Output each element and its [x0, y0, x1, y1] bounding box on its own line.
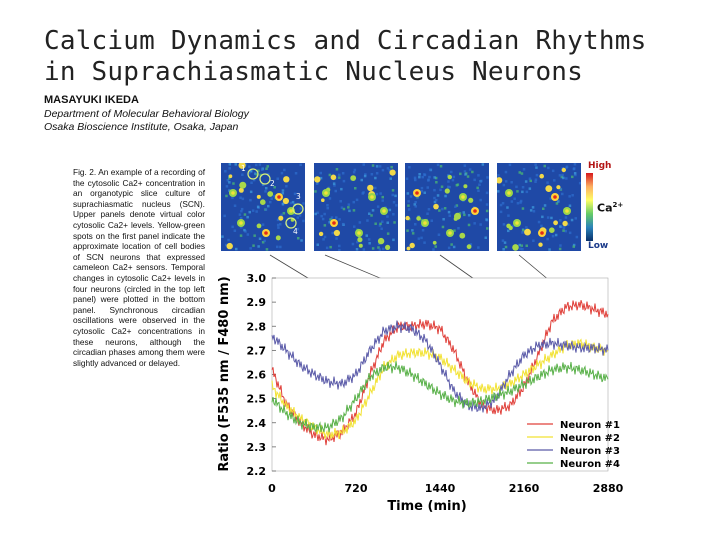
y-tick-label: 2.8 — [247, 320, 267, 333]
x-tick-label: 1440 — [425, 482, 456, 495]
legend-label-neuron-2: Neuron #2 — [560, 433, 620, 444]
x-axis-ticks: 0 720 1440 2160 2880 — [268, 482, 623, 495]
series-line-neuron-4 — [271, 361, 609, 433]
y-axis-label: Ratio (F535 nm / F480 nm) — [217, 276, 232, 471]
colorbar-high-label: High — [588, 161, 612, 171]
y-tick-label: 2.4 — [247, 417, 267, 430]
imaging-panel-4 — [497, 163, 581, 251]
affiliation-department: Department of Molecular Behavioral Biolo… — [44, 108, 249, 120]
imaging-panel-2 — [314, 163, 398, 251]
colorbar-ca-label: Ca2+ — [597, 201, 624, 215]
x-tick-label: 2880 — [593, 482, 624, 495]
title-line-1: Calcium Dynamics and Circadian Rhythms — [44, 26, 647, 56]
colorbar-low-label: Low — [588, 241, 609, 251]
imaging-panel-1: 1 2 3 4 — [221, 163, 305, 251]
y-tick-label: 3.0 — [247, 272, 267, 285]
neuron-marker-1: 1 — [241, 164, 246, 173]
legend-label-neuron-1: Neuron #1 — [560, 420, 620, 431]
legend: Neuron #1 Neuron #2 Neuron #3 Neuron #4 — [527, 420, 620, 470]
y-tick-label: 2.7 — [247, 344, 267, 357]
neuron-marker-3: 3 — [296, 192, 301, 201]
affiliation-institute: Osaka Bioscience Institute, Osaka, Japan — [44, 121, 239, 133]
neuron-circles — [247, 168, 304, 229]
x-axis-label: Time (min) — [387, 499, 466, 514]
colorbar — [586, 173, 593, 241]
y-tick-label: 2.9 — [247, 296, 267, 309]
y-tick-label: 2.3 — [247, 441, 267, 454]
y-axis-ticks: 2.2 2.3 2.4 2.5 2.6 2.7 2.8 2.9 3.0 — [247, 272, 276, 478]
x-tick-label: 720 — [345, 482, 368, 495]
legend-label-neuron-4: Neuron #4 — [560, 459, 620, 470]
neuron-marker-4: 4 — [293, 227, 298, 236]
neuron-marker-2: 2 — [270, 179, 275, 188]
figure-caption: Fig. 2. An example of a recording of the… — [73, 167, 205, 368]
title-line-2: in Suprachiasmatic Nucleus Neurons — [44, 57, 584, 87]
plot-area — [271, 277, 609, 472]
y-tick-label: 2.2 — [247, 465, 267, 478]
series-line-neuron-3 — [271, 320, 609, 413]
series-line-neuron-1 — [271, 300, 609, 446]
series-line-neuron-2 — [271, 338, 609, 440]
x-tick-label: 0 — [268, 482, 276, 495]
series-lines — [271, 300, 609, 446]
y-tick-label: 2.5 — [247, 393, 267, 406]
legend-label-neuron-3: Neuron #3 — [560, 446, 620, 457]
author: MASAYUKI IKEDA — [44, 94, 139, 106]
imaging-panel-3 — [405, 163, 489, 251]
x-tick-label: 2160 — [509, 482, 540, 495]
y-tick-label: 2.6 — [247, 369, 267, 382]
page-title: Calcium Dynamics and Circadian Rhythms i… — [44, 26, 646, 88]
